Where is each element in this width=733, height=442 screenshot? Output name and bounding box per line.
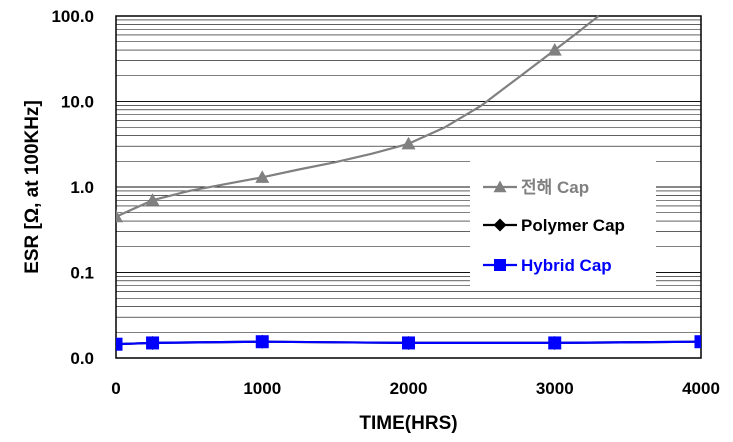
y-tick-label: 10.0 <box>61 93 94 112</box>
legend-marker <box>494 259 506 271</box>
x-axis-title: TIME(HRS) <box>359 413 457 434</box>
legend-label: 전해 Cap <box>521 178 589 197</box>
legend-item: 전해 Cap <box>483 178 589 197</box>
data-point <box>547 43 562 56</box>
legend-marker <box>493 218 507 232</box>
plot-border <box>115 15 702 359</box>
data-point <box>401 136 416 150</box>
legend-item: Polymer Cap <box>483 216 625 235</box>
data-point <box>548 336 562 350</box>
data-point <box>146 336 160 350</box>
series-cap <box>116 15 600 223</box>
data-point <box>145 193 160 206</box>
y-tick-label: 1.0 <box>70 178 94 197</box>
x-tick-label: 3000 <box>536 379 574 398</box>
y-tick-label: 100.0 <box>51 7 94 26</box>
data-point <box>255 170 270 183</box>
y-axis-title: ESR [Ω, at 100KHz] <box>22 100 43 274</box>
legend-label: Hybrid Cap <box>521 256 612 275</box>
y-tick-label: 0.0 <box>70 349 94 368</box>
x-tick-label: 0 <box>111 379 120 398</box>
x-tick-label: 2000 <box>390 379 428 398</box>
y-tick-label: 0.1 <box>70 264 94 283</box>
x-tick-label: 4000 <box>682 379 720 398</box>
series-line <box>116 15 600 218</box>
legend-label: Polymer Cap <box>521 216 625 235</box>
data-point <box>402 336 415 350</box>
data-point <box>694 335 701 349</box>
data-point <box>116 337 123 351</box>
series-hybrid-cap <box>116 335 701 351</box>
legend-item: Hybrid Cap <box>483 256 612 275</box>
data-point <box>116 209 123 223</box>
legend: 전해 Cap Polymer Cap Hybrid Cap <box>470 160 656 286</box>
data-point <box>255 335 269 349</box>
legend-marker <box>493 180 507 193</box>
x-tick-label: 1000 <box>243 379 281 398</box>
